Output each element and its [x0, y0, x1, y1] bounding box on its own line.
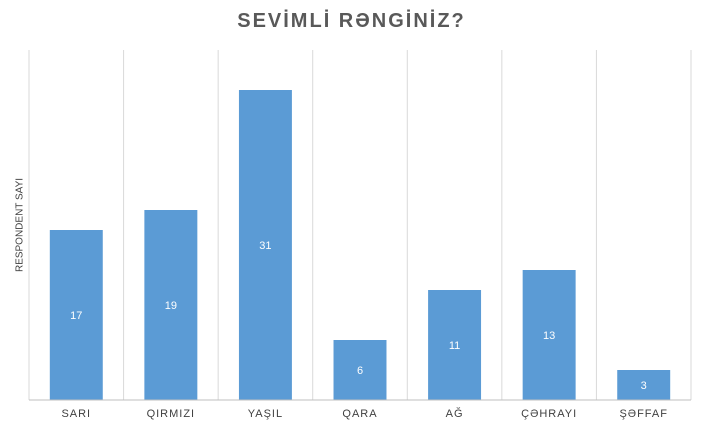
bar [522, 270, 576, 400]
data-labels: 17 19 31 6 11 13 3 [70, 240, 647, 392]
x-tick-label: ŞƏFFAF [619, 408, 668, 420]
data-label: 3 [641, 380, 647, 392]
chart-title: SEVİMLİ RƏNGİNİZ? [237, 10, 466, 32]
gridlines [28, 50, 692, 400]
x-tick-label: SARI [61, 408, 91, 420]
x-tick-label: QIRMIZI [147, 408, 196, 420]
x-tick-labels: SARI QIRMIZI YAŞIL QARA AĞ ÇƏHRAYI ŞƏFFAF [61, 407, 668, 420]
data-label: 13 [543, 330, 555, 342]
bar [617, 370, 671, 400]
data-label: 6 [357, 365, 363, 377]
bar [333, 340, 387, 400]
x-tick-label: QARA [342, 408, 377, 420]
x-tick-label: AĞ [446, 407, 464, 420]
bar [428, 290, 482, 400]
data-label: 19 [165, 300, 177, 312]
x-tick-label: YAŞIL [248, 408, 283, 420]
bar [238, 90, 292, 400]
data-label: 31 [259, 240, 271, 252]
x-tick-label: ÇƏHRAYI [521, 408, 577, 420]
bar [49, 230, 103, 400]
data-label: 17 [70, 310, 82, 322]
bar [144, 210, 198, 400]
data-label: 11 [449, 340, 460, 352]
bars [49, 90, 671, 400]
